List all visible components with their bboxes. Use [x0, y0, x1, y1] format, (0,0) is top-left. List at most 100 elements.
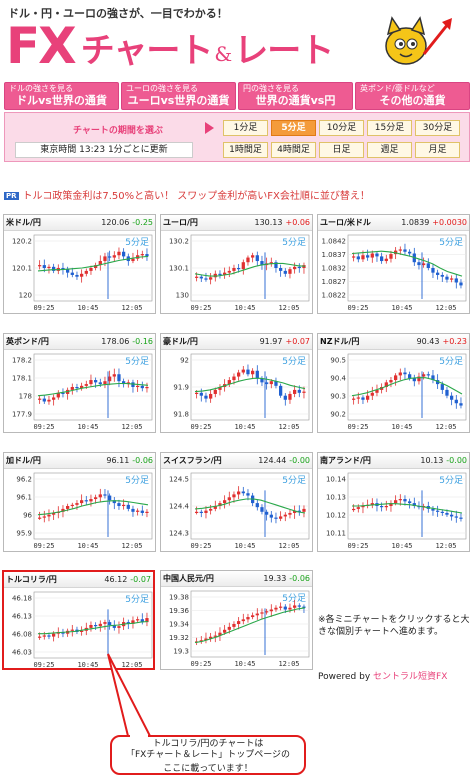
period-button-30min[interactable]: 30分足	[415, 120, 460, 136]
candle-body	[260, 507, 264, 512]
mini-chart-eurusd[interactable]: ユーロ/米ドル 1.0839 +0.0030 1.0842 1.0837 1.0832 1.…	[317, 214, 470, 314]
mini-chart-nzdjpy[interactable]: NZドル/円 90.43 +0.23 90.5 90.4 90.3 90.2 09:25 10:…	[317, 333, 470, 433]
callout-text: トルコリラ/円のチャートは 「FXチャート＆レート」トップページの	[112, 739, 304, 761]
chart-header: 豪ドル/円 91.97 +0.07	[161, 334, 312, 350]
candle-body	[288, 393, 292, 400]
mini-chart-chfjpy[interactable]: スイスフラン/円 124.44 -0.00 124.5 124.4 124.3 09:25 1…	[160, 452, 313, 552]
candle-body	[94, 625, 98, 627]
y-tick-label: 1.0822	[322, 292, 347, 300]
period-button-5min[interactable]: 5分足	[271, 120, 316, 136]
candle-body	[394, 500, 398, 504]
candle-body	[209, 508, 213, 511]
candle-body	[195, 511, 199, 513]
y-tick-label: 124.5	[169, 476, 189, 484]
y-tick-label: 96	[23, 512, 32, 520]
mini-chart-usdjpy[interactable]: 米ドル/円 120.06 -0.25 120.2 120.1 120 09:25 10:45 1…	[3, 214, 156, 314]
candle-body	[440, 274, 444, 277]
candle-body	[218, 273, 222, 275]
y-tick-label: 95.9	[16, 530, 32, 538]
mini-chart-audjpy[interactable]: 豪ドル/円 91.97 +0.07 92 91.9 91.8 09:25 10:45 12:05…	[160, 333, 313, 433]
timeframe-label: 5分足	[125, 475, 149, 486]
candle-body	[227, 380, 231, 385]
period-selector: チャートの期間を選ぶ 東京時間 13:23 1分ごとに更新 1分足 5分足 10…	[4, 112, 470, 162]
period-button-weekly[interactable]: 週足	[367, 142, 412, 158]
pair-price: 1.0839	[401, 218, 430, 227]
x-tick-label: 09:25	[190, 542, 211, 550]
period-button-15min[interactable]: 15分足	[367, 120, 412, 136]
powered-by-brand-link[interactable]: セントラル短資FX	[373, 672, 448, 682]
period-button-1min[interactable]: 1分足	[223, 120, 268, 136]
candle-body	[42, 265, 46, 268]
candle-body	[195, 392, 199, 394]
candle-body	[412, 503, 416, 506]
mini-chart-note: ※各ミニチャートをクリックすると大きな個別チャートへ進めます。	[318, 615, 470, 637]
tab-caption: ドルの強さを見る	[9, 84, 73, 93]
candle-body	[122, 381, 126, 385]
x-tick-label: 09:25	[33, 661, 54, 669]
x-tick-label: 12:05	[278, 304, 299, 312]
candle-body	[302, 508, 306, 512]
mini-chart-eurjpy[interactable]: ユーロ/円 130.13 +0.06 130.2 130.1 130 09:25 10:45 1…	[160, 214, 313, 314]
candle-body	[61, 392, 65, 394]
candle-body	[398, 372, 402, 376]
x-tick-label: 10:45	[391, 542, 412, 550]
y-tick-label: 90.3	[330, 393, 346, 401]
candle-body	[52, 397, 56, 400]
candle-body	[356, 507, 360, 509]
tab-usd-vs-world[interactable]: ドルの強さを見る ドルvs世界の通貨	[4, 82, 119, 110]
candle-body	[80, 273, 84, 277]
powered-by: Powered by セントラル短資FX	[318, 669, 447, 682]
pair-price: 90.43	[416, 337, 440, 346]
candle-body	[38, 398, 42, 400]
y-tick-label: 178.1	[12, 375, 32, 383]
candle-body	[108, 622, 112, 625]
chart-header: トルコリラ/円 46.12 -0.07	[4, 572, 153, 588]
x-tick-label: 09:25	[347, 542, 368, 550]
candle-body	[108, 256, 112, 258]
candle-body	[117, 374, 121, 382]
tab-eur-vs-world[interactable]: ユーロの強さを見る ユーロvs世界の通貨	[121, 82, 236, 110]
mini-chart-tryjpy[interactable]: トルコリラ/円 46.12 -0.07 46.18 46.13 46.08 46.03 09:…	[2, 570, 155, 670]
tab-label: 世界の通貨vs円	[255, 94, 336, 107]
mini-chart-cnhjpy[interactable]: 中国人民元/円 19.33 -0.06 19.38 19.36 19.34 19.32 19.…	[160, 570, 313, 670]
pair-change: -0.25	[132, 218, 153, 227]
candle-body	[204, 395, 208, 399]
pair-price: 46.12	[104, 575, 128, 584]
period-button-daily[interactable]: 日足	[319, 142, 364, 158]
candle-body	[94, 380, 98, 383]
x-tick-label: 10:45	[77, 661, 98, 669]
mini-chart-zarjpy[interactable]: 南アランド/円 10.13 -0.00 10.14 10.13 10.12 10.11 09:…	[317, 452, 470, 552]
site-logo[interactable]: FX チャート & レート	[6, 18, 334, 74]
mini-chart-cadjpy[interactable]: 加ドル/円 96.11 -0.06 96.2 96.1 96 95.9 09:25 10:45 1…	[3, 452, 156, 552]
candle-body	[288, 512, 292, 515]
candle-body	[384, 506, 388, 508]
candle-body	[218, 632, 222, 636]
candle-body	[352, 398, 356, 400]
y-tick-label: 1.0837	[322, 251, 347, 259]
period-button-4hour[interactable]: 4時間足	[271, 142, 316, 158]
candle-body	[199, 392, 203, 396]
period-button-1hour[interactable]: 1時間足	[223, 142, 268, 158]
candle-body	[80, 630, 84, 632]
candle-body	[66, 269, 70, 273]
tab-other-currencies[interactable]: 英ポンド/豪ドルなど その他の通貨	[355, 82, 470, 110]
chart-header: スイスフラン/円 124.44 -0.00	[161, 453, 312, 469]
y-tick-label: 130	[176, 292, 189, 300]
candle-body	[297, 389, 301, 393]
candle-body	[89, 380, 93, 385]
candle-body	[47, 399, 51, 402]
x-tick-label: 10:45	[77, 423, 98, 431]
pr-notice[interactable]: PR トルコ政策金利は7.50%と高い！ スワップ金利が高いFX会社順に並び替え！	[4, 187, 470, 203]
candle-body	[274, 607, 278, 610]
period-button-10min[interactable]: 10分足	[319, 120, 364, 136]
period-button-monthly[interactable]: 月足	[415, 142, 460, 158]
tab-world-vs-jpy[interactable]: 円の強さを見る 世界の通貨vs円	[238, 82, 353, 110]
chart-header: NZドル/円 90.43 +0.23	[318, 334, 469, 350]
candle-body	[445, 276, 449, 280]
candle-body	[122, 504, 126, 507]
candle-body	[112, 255, 116, 258]
y-tick-label: 90.4	[330, 375, 346, 383]
mini-chart-gbpjpy[interactable]: 英ポンド/円 178.06 -0.16 178.2 178.1 178 177.9 09:25…	[3, 333, 156, 433]
candle-body	[302, 391, 306, 393]
